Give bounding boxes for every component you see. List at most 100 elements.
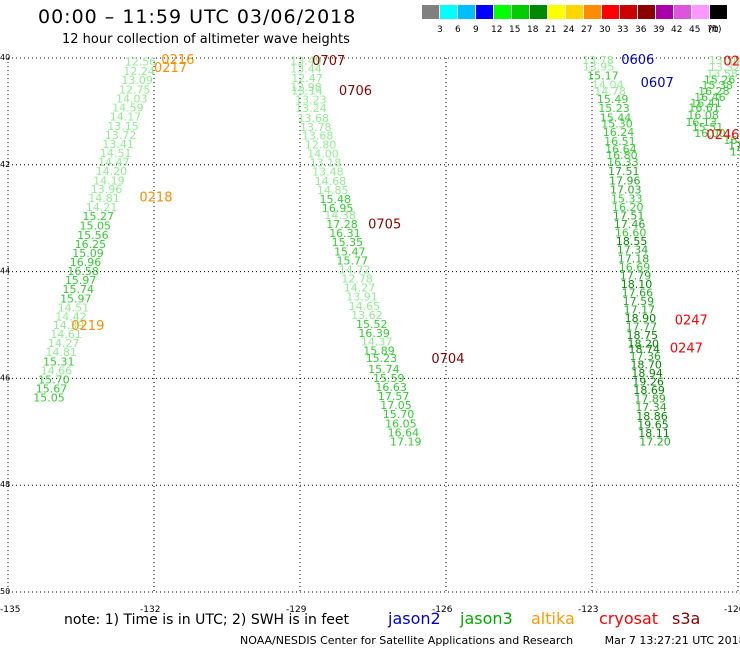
- legend-label: 9: [473, 25, 479, 35]
- swh-label-jason2: 13.58: [706, 67, 738, 80]
- pass-time-label: 0706: [339, 84, 372, 99]
- lon-tick-label: -132: [140, 605, 160, 615]
- pass-time-label: 0217: [154, 61, 187, 76]
- swh-label-cryosat: 13.68: [298, 112, 330, 125]
- lon-tick-label: -123: [578, 605, 598, 615]
- swh-label-altika: 13.96: [91, 183, 123, 196]
- swh-label-jason3: 18.10: [621, 278, 653, 291]
- legend-swatch: [476, 5, 493, 19]
- swh-label-cryosat: 13.68: [302, 129, 334, 142]
- swh-label-cryosat: 17.19: [390, 435, 422, 448]
- swh-label-jason3: 15.44: [600, 111, 632, 124]
- legend-swatch: [638, 5, 655, 19]
- legend-label: 33: [617, 25, 629, 35]
- lon-tick-label: -135: [0, 605, 20, 615]
- swh-label-cryosat: 14.72: [339, 263, 371, 276]
- swh-label-jason2: 15.51: [692, 121, 724, 134]
- swh-label-cryosat: 15.47: [334, 245, 366, 258]
- swh-label-cryosat: 15.74: [368, 363, 400, 376]
- pass-time-label: 02: [723, 55, 740, 70]
- swh-label-jason3: 18.55: [616, 235, 648, 248]
- swh-label-jason2: 16.46: [694, 91, 726, 104]
- lat-tick-label: 44: [0, 267, 10, 276]
- mission-jason3: jason3: [460, 609, 513, 628]
- swh-label-cryosat: 15.89: [363, 345, 395, 358]
- swh-label-jason3: 13.78: [582, 54, 614, 67]
- swh-label-jason3: 15.49: [597, 93, 629, 106]
- pass-time-label: 0705: [368, 218, 401, 233]
- swh-label-altika: 15.97: [65, 274, 97, 287]
- swh-label-jason3: 17.66: [622, 286, 654, 299]
- swh-label-altika: 14.27: [48, 337, 79, 350]
- swh-label-jason3: 16.60: [615, 227, 647, 240]
- swh-label-jason3: 15.23: [598, 102, 630, 115]
- legend-swatch: [440, 5, 457, 19]
- swh-label-jason3: 13.95: [583, 61, 615, 74]
- swh-label-cryosat: 17.28: [326, 218, 358, 231]
- swh-label-altika: 15.97: [60, 292, 92, 305]
- swh-label-cryosat: 13.18: [310, 157, 342, 170]
- swh-label-jason2: 16.41: [690, 97, 722, 110]
- mission-jason2: jason2: [388, 609, 441, 628]
- lat-tick-label: 40: [0, 53, 10, 62]
- swh-label-jason3: 16.33: [607, 156, 639, 169]
- swh-label-cryosat: 14.37: [361, 336, 393, 349]
- legend-label: 24: [563, 25, 575, 35]
- legend-label: 3: [437, 25, 443, 35]
- swh-label-altika: 15.56: [77, 229, 109, 242]
- swh-label-cryosat: 12.80: [305, 139, 337, 152]
- swh-label-altika: 15.05: [33, 392, 65, 405]
- legend-swatch: [710, 5, 727, 19]
- pass-time-label: 0216: [161, 53, 194, 68]
- swh-label-jason3: 16.24: [603, 126, 635, 139]
- lat-tick-label: 46: [0, 373, 10, 382]
- swh-label-cryosat: 16.05: [385, 417, 417, 430]
- swh-label-cryosat: 15.52: [356, 318, 388, 331]
- swh-label-jason3: 14.78: [594, 85, 626, 98]
- swh-label-jason3: 15.30: [601, 118, 633, 131]
- swh-label-cryosat: 17.05: [380, 399, 412, 412]
- swh-label-jason2: 16.93: [723, 134, 740, 147]
- swh-label-jason2: 16.61: [688, 102, 720, 115]
- swh-label-altika: 14.59: [112, 102, 144, 115]
- swh-label-jason3: 17.59: [623, 295, 655, 308]
- mission-altika: altika: [531, 609, 575, 628]
- swh-label-jason2: 15: [730, 145, 740, 158]
- swh-label-jason3: 17.03: [610, 183, 642, 196]
- swh-label-jason3: 16.64: [605, 143, 637, 156]
- swh-label-cryosat: 12.47: [291, 72, 323, 85]
- swh-label-jason3: 15.17: [587, 70, 619, 83]
- swh-label-jason3: 18.86: [636, 410, 668, 423]
- legend-swatch: [674, 5, 691, 19]
- swh-label-jason3: 16.20: [612, 201, 644, 214]
- pass-time-label: 0246: [706, 128, 739, 143]
- swh-label-cryosat: 13.14: [291, 85, 323, 98]
- swh-label-jason3: 17.20: [639, 435, 671, 448]
- swh-label-jason3: 18.69: [633, 384, 665, 397]
- swh-label-altika: 14.17: [110, 111, 142, 124]
- swh-label-cryosat: 14.68: [315, 175, 347, 188]
- swh-label-jason3: 18.75: [627, 329, 659, 342]
- legend-label: 70: [707, 25, 719, 35]
- swh-label-jason3: 19.26: [632, 376, 664, 389]
- swh-label-cryosat: 13.24: [295, 102, 327, 115]
- swh-label-jason2: 13.32: [709, 61, 740, 74]
- lon-tick-label: -126: [432, 605, 453, 615]
- swh-label-cryosat: 13.23: [295, 94, 327, 107]
- legend-swatch: [602, 5, 619, 19]
- swh-label-jason3: 17.46: [614, 218, 646, 231]
- swh-label-altika: 15.67: [36, 383, 68, 396]
- lon-tick-label: -120: [724, 605, 740, 615]
- legend-label: 15: [509, 25, 521, 35]
- swh-label-altika: 14.47: [98, 156, 129, 169]
- swh-label-jason3: 16.80: [606, 149, 638, 162]
- swh-label-jason3: 17.18: [618, 252, 650, 265]
- swh-label-altika: 13.09: [121, 74, 153, 87]
- swh-label-jason3: 18.74: [629, 343, 661, 356]
- swh-label-altika: 12.75: [119, 84, 150, 97]
- swh-label-altika: 13.72: [105, 129, 137, 142]
- legend-label: 42: [671, 25, 683, 35]
- swh-label-jason3: 17.77: [626, 321, 658, 334]
- swh-label-jason3: 16.51: [604, 135, 636, 148]
